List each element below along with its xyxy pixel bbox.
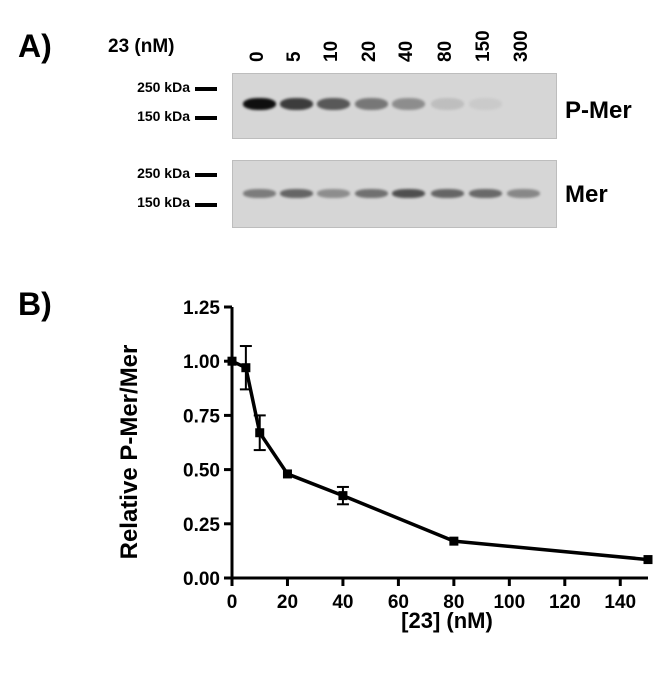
blot-band — [317, 189, 350, 198]
blot-band — [243, 189, 276, 198]
mw-tick — [195, 87, 217, 91]
data-point — [449, 536, 459, 546]
x-tick-label: 100 — [493, 592, 525, 613]
mw-marker-150-mer: 150 kDa — [137, 194, 190, 210]
blot-band — [317, 98, 350, 110]
y-tick-label: 0.00 — [183, 569, 220, 590]
mer-blot-image — [232, 160, 557, 228]
mw-marker-250-mer: 250 kDa — [137, 165, 190, 181]
y-tick-label: 0.25 — [183, 515, 220, 536]
mw-tick — [195, 173, 217, 177]
data-point — [255, 428, 265, 438]
mw-marker-250-pmer: 250 kDa — [137, 79, 190, 95]
x-tick-label: 20 — [277, 592, 298, 613]
x-tick-label: 80 — [443, 592, 464, 613]
y-tick-label: 0.50 — [183, 461, 220, 482]
pmer-blot-image — [232, 73, 557, 139]
blot-band — [243, 98, 276, 110]
x-tick-label: 40 — [332, 592, 353, 613]
blot-band — [392, 189, 425, 198]
data-point — [282, 469, 292, 479]
y-tick-label: 0.75 — [183, 406, 220, 427]
x-tick-label: 60 — [388, 592, 409, 613]
series-line — [231, 359, 649, 562]
panel-b-letter: B) — [18, 286, 52, 322]
blot-band — [280, 189, 313, 198]
blot-band — [469, 98, 502, 110]
x-axis: 0 20 40 60 80 100 120 140 — [227, 576, 648, 613]
y-tick-label: 1.00 — [183, 352, 220, 373]
data-point — [241, 363, 251, 373]
blot-band — [431, 98, 464, 110]
x-tick-label: 140 — [604, 592, 636, 613]
mw-marker-150-pmer: 150 kDa — [137, 108, 190, 124]
blot-band — [431, 189, 464, 198]
mw-tick — [195, 116, 217, 120]
x-axis-label: [23] (nM) — [401, 608, 493, 633]
blot-band — [392, 98, 425, 110]
pmer-blot-name: P-Mer — [565, 97, 632, 124]
blot-band — [355, 98, 388, 110]
mer-blot-name: Mer — [565, 181, 608, 208]
x-tick-label: 0 — [227, 592, 238, 613]
data-point — [643, 555, 653, 565]
data-point — [338, 491, 348, 501]
blot-band — [469, 189, 502, 198]
y-axis-label: Relative P-Mer/Mer — [116, 345, 143, 560]
blot-band — [355, 189, 388, 198]
concentration-label: 23 (nM) — [108, 36, 175, 57]
x-tick-label: 120 — [549, 592, 581, 613]
series-layer — [227, 345, 653, 565]
blot-band — [280, 98, 313, 110]
blot-band — [507, 189, 540, 198]
mw-tick — [195, 203, 217, 207]
y-tick-label: 1.25 — [183, 298, 220, 319]
panel-a-letter: A) — [18, 28, 52, 64]
data-point — [227, 356, 237, 366]
y-axis: 0.00 0.25 0.50 0.75 1.00 1.25 — [183, 298, 234, 590]
